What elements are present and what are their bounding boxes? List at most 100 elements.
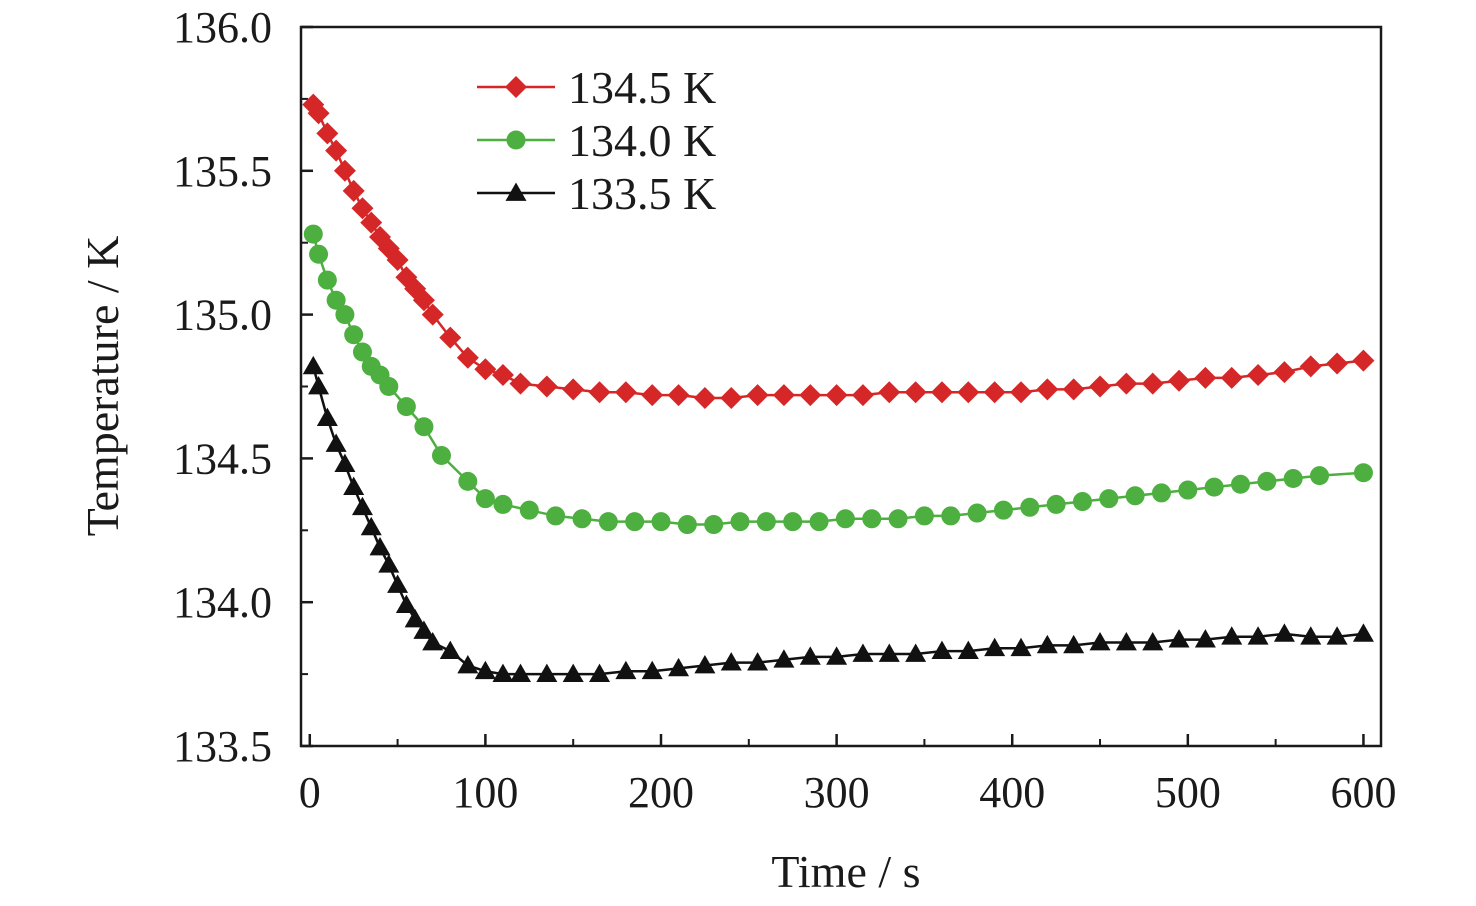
legend-marker	[506, 130, 526, 150]
data-point	[474, 358, 497, 381]
y-tick-label: 134.5	[173, 434, 272, 483]
data-point	[1247, 363, 1270, 386]
y-tick-label: 134.0	[173, 578, 272, 627]
data-point	[931, 640, 953, 659]
data-point	[309, 244, 329, 264]
x-axis-label: Time / s	[771, 846, 920, 897]
y-tick-label: 135.0	[173, 291, 272, 340]
data-point	[1273, 623, 1295, 642]
data-point	[351, 197, 374, 220]
data-point	[316, 122, 339, 145]
data-point	[342, 179, 365, 202]
data-point	[1231, 474, 1251, 494]
data-point	[799, 384, 822, 407]
data-point	[421, 303, 444, 326]
data-point	[536, 663, 558, 682]
data-point	[404, 608, 426, 628]
data-point	[509, 372, 532, 395]
legend-label: 134.0 K	[568, 115, 716, 166]
data-point	[993, 500, 1013, 520]
data-point	[677, 515, 697, 535]
data-point	[510, 663, 532, 682]
data-point	[862, 509, 882, 529]
data-point	[1220, 366, 1243, 389]
data-point	[1300, 626, 1322, 645]
data-point	[1257, 471, 1277, 491]
data-point	[704, 515, 724, 535]
data-point	[641, 384, 664, 407]
data-point	[852, 643, 874, 662]
data-point	[317, 270, 337, 290]
data-point	[730, 512, 750, 532]
data-point	[1089, 375, 1112, 398]
data-point	[422, 631, 444, 651]
data-point	[316, 407, 338, 427]
data-point	[1151, 483, 1171, 503]
data-point	[720, 652, 742, 671]
data-point	[369, 537, 391, 556]
data-point	[303, 224, 323, 244]
series-line	[312, 366, 1364, 676]
data-point	[307, 102, 330, 125]
x-tick-label: 200	[628, 768, 694, 817]
legend-label: 133.5 K	[568, 168, 716, 219]
data-point	[572, 509, 592, 529]
data-point	[1352, 349, 1375, 372]
data-point	[360, 516, 382, 536]
data-point	[344, 325, 364, 345]
data-point	[878, 381, 901, 404]
data-point	[1299, 355, 1322, 378]
y-tick-label: 136.0	[173, 3, 272, 52]
y-axis-label: Temperature / K	[77, 236, 128, 537]
data-point	[983, 381, 1006, 404]
data-point	[1352, 623, 1374, 642]
data-point	[984, 637, 1006, 657]
axis-ticks: 0 100 200 300 400 500 600 133.5 134.0 134.5 135.0 1…	[173, 3, 1396, 817]
x-tick-label: 500	[1155, 768, 1221, 817]
data-point	[588, 381, 611, 404]
data-point	[1310, 466, 1330, 486]
data-point	[1178, 480, 1198, 500]
data-point	[1062, 378, 1085, 401]
data-point	[302, 355, 324, 375]
data-point	[614, 381, 637, 404]
data-point	[825, 384, 848, 407]
data-point	[493, 494, 513, 514]
data-point	[457, 654, 479, 674]
data-point	[615, 660, 637, 680]
data-point	[1020, 497, 1040, 517]
data-point	[326, 290, 346, 310]
data-point	[888, 509, 908, 529]
data-point	[335, 305, 355, 325]
data-point	[386, 248, 409, 271]
data-point	[1194, 366, 1217, 389]
data-point	[325, 139, 348, 162]
data-point	[474, 660, 496, 680]
data-point	[1221, 626, 1243, 645]
data-point	[773, 649, 795, 668]
data-point	[413, 620, 435, 639]
data-point	[668, 657, 690, 677]
data-point	[1046, 494, 1066, 514]
data-point	[1115, 631, 1137, 651]
data-point	[1194, 629, 1216, 648]
legend-label: 134.5 K	[568, 62, 716, 113]
x-tick-label: 0	[299, 768, 321, 817]
data-point	[439, 640, 461, 659]
y-tick-label: 133.5	[173, 722, 272, 771]
data-point	[1010, 637, 1032, 657]
data-point	[387, 574, 409, 593]
data-point	[535, 375, 558, 398]
data-point	[1099, 489, 1119, 509]
data-point	[491, 363, 514, 386]
data-point	[625, 512, 645, 532]
data-point	[352, 342, 372, 362]
data-point	[904, 381, 927, 404]
x-tick-label: 100	[452, 768, 518, 817]
data-point	[1089, 631, 1111, 651]
data-point	[1283, 469, 1303, 489]
data-point	[412, 289, 435, 312]
data-point	[641, 660, 663, 680]
